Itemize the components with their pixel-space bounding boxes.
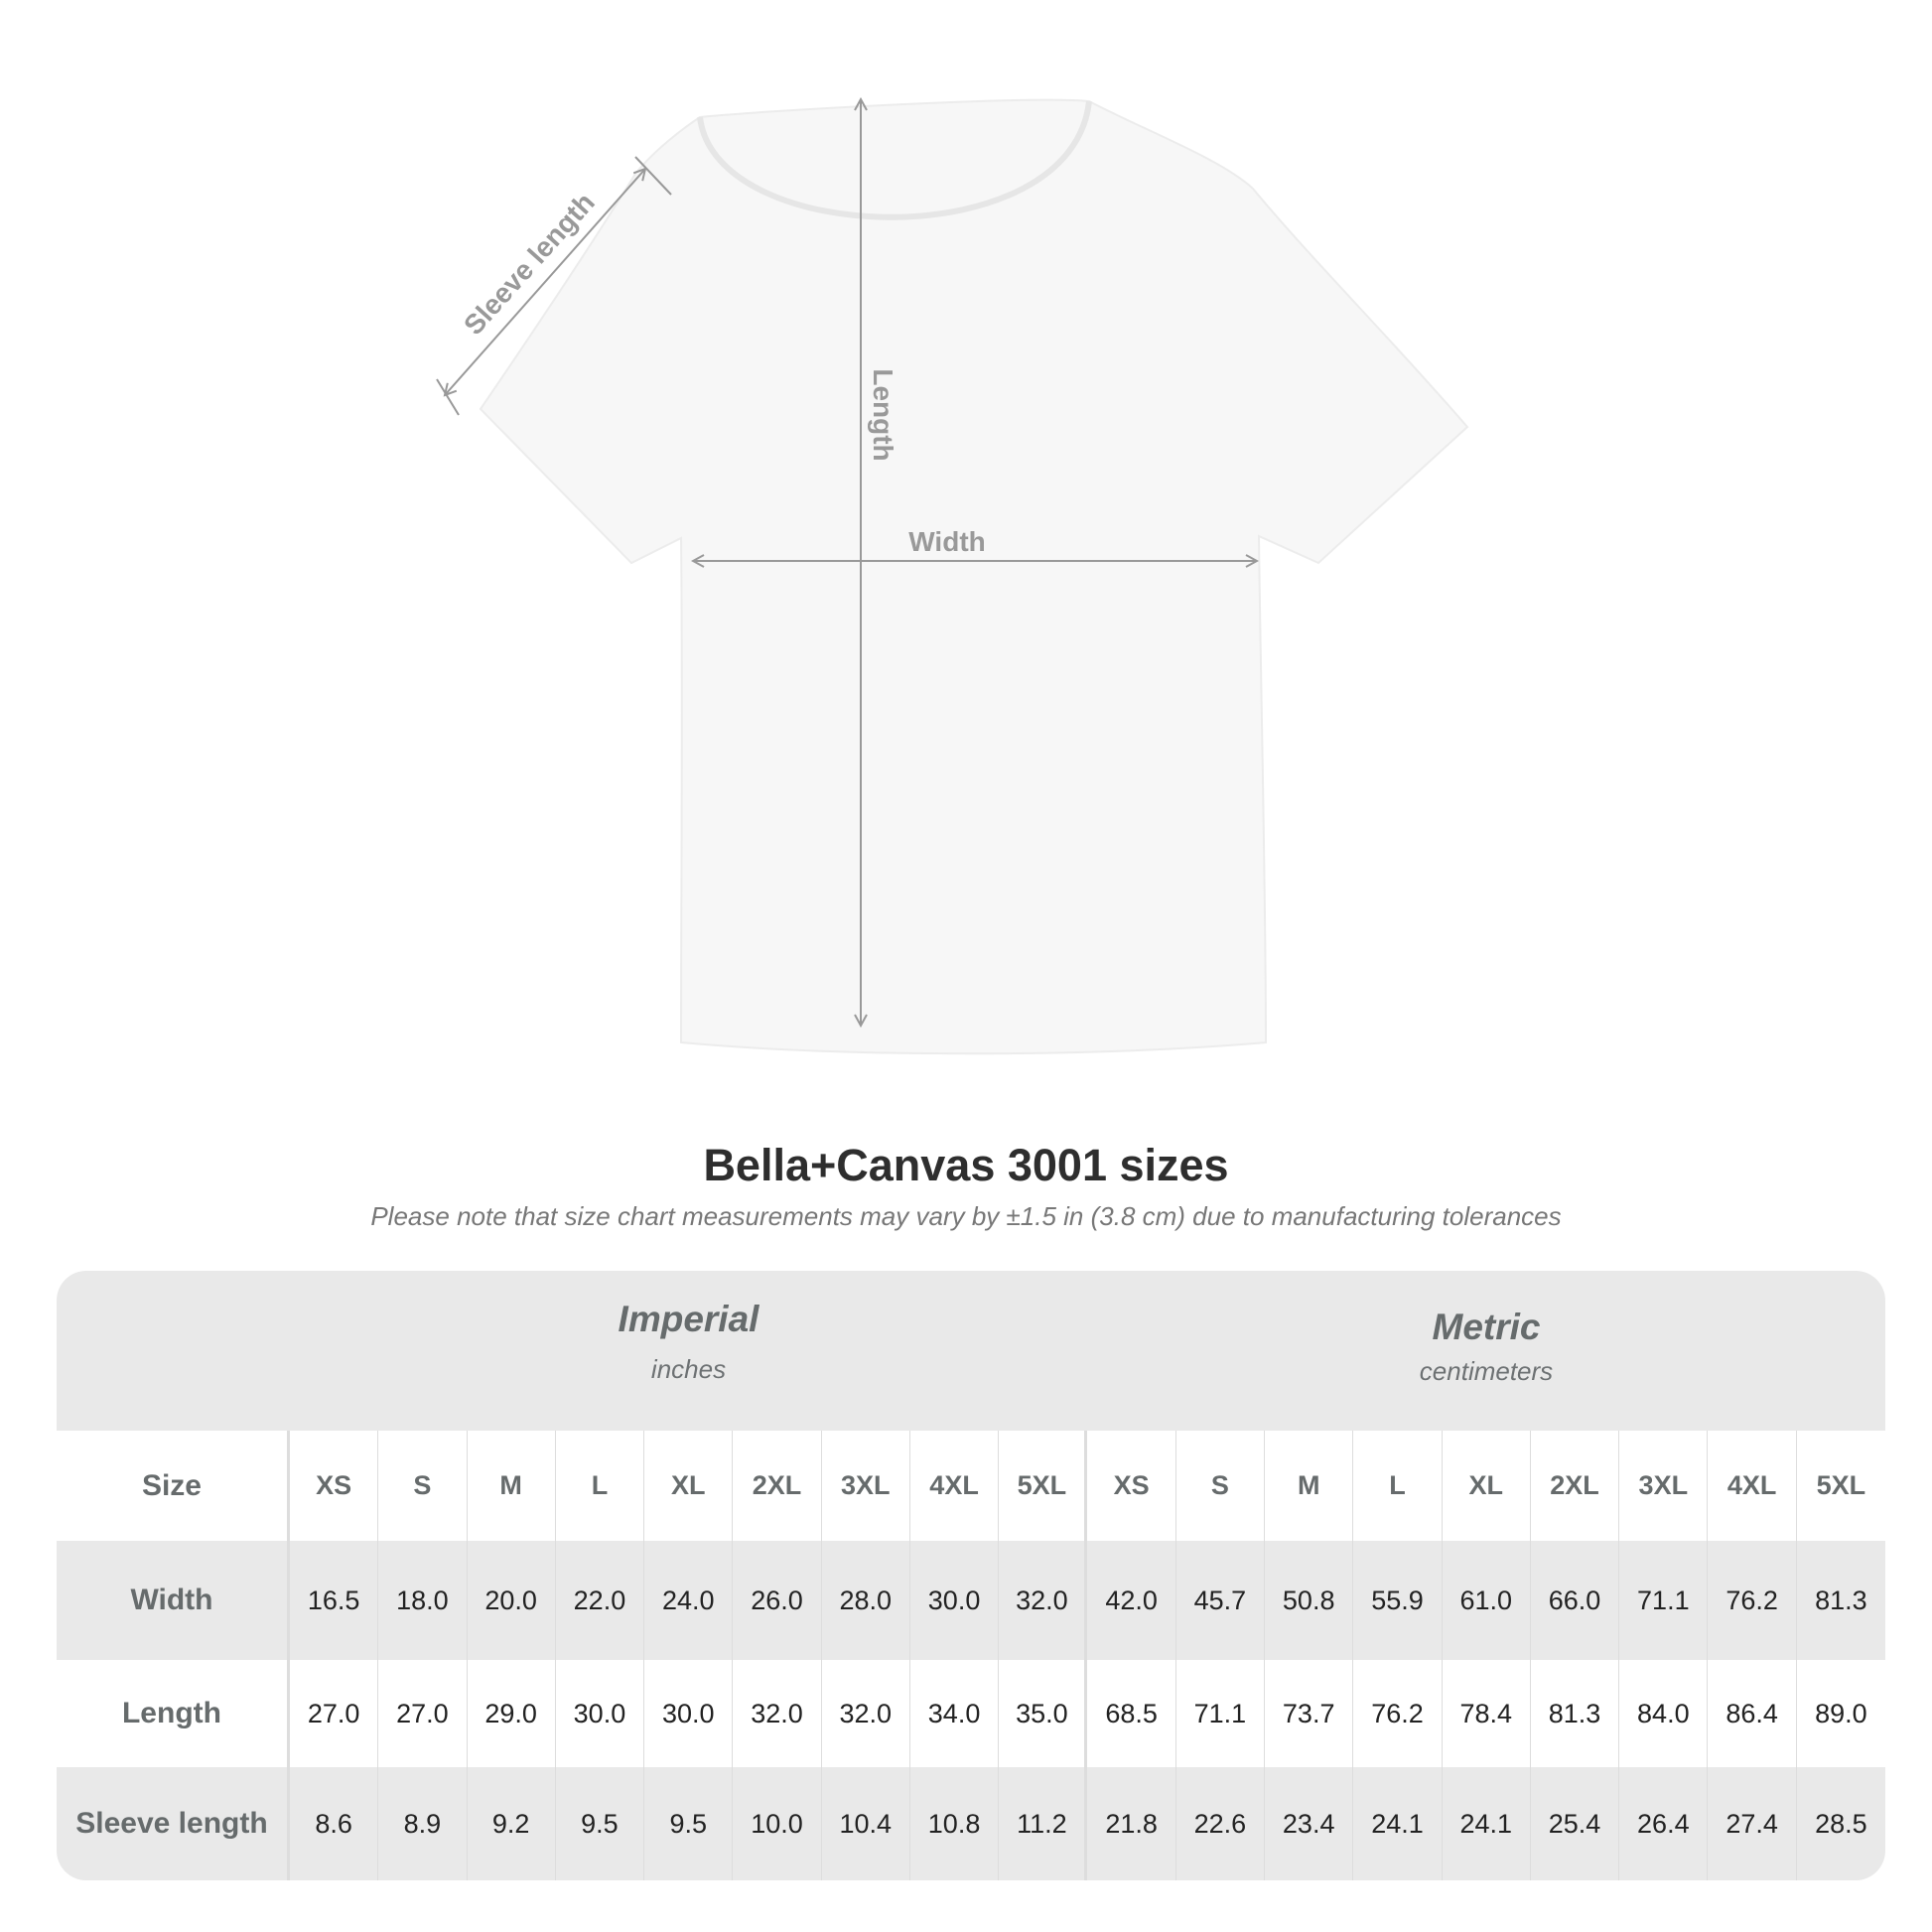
imperial-cell: 32.0 — [733, 1660, 822, 1767]
table-header-band: Imperial inches Metric centimeters — [57, 1271, 1885, 1431]
imperial-cell: 18.0 — [378, 1541, 468, 1660]
tshirt-collar — [697, 100, 1092, 220]
size-header-cell: L — [1353, 1431, 1443, 1541]
imperial-cell: 32.0 — [999, 1541, 1088, 1660]
metric-cell: 42.0 — [1087, 1541, 1176, 1660]
tshirt-shape — [479, 98, 1469, 1055]
row-label: Length — [57, 1660, 290, 1767]
imperial-cell: 27.0 — [378, 1660, 468, 1767]
metric-cell: 23.4 — [1265, 1767, 1354, 1880]
size-header-cell: M — [468, 1431, 556, 1541]
row-label: Sleeve length — [57, 1767, 290, 1880]
width-label: Width — [908, 526, 986, 557]
tshirt-diagram: Width Length Sleeve length — [436, 0, 1469, 1055]
metric-cell: 81.3 — [1815, 1585, 1867, 1615]
size-header-cell: M — [1265, 1431, 1354, 1541]
size-header-cell: XS — [290, 1431, 379, 1541]
metric-cell: 61.0 — [1443, 1541, 1531, 1660]
size-header-cell: S — [378, 1431, 468, 1541]
size-header-cell: XS — [1087, 1431, 1176, 1541]
size-header-cell: L — [556, 1431, 645, 1541]
size-header-cell: 3XL — [1619, 1431, 1709, 1541]
imperial-cell: 26.0 — [733, 1541, 822, 1660]
imperial-cell: 16.5 — [290, 1541, 379, 1660]
imperial-cell: 22.0 — [556, 1541, 645, 1660]
imperial-header: Imperial inches — [290, 1299, 1087, 1385]
size-header-cell: 5XL — [999, 1431, 1088, 1541]
metric-cell: 76.2 — [1708, 1541, 1797, 1660]
metric-cell: 50.8 — [1265, 1541, 1354, 1660]
metric-cell: 24.1 — [1443, 1767, 1531, 1880]
metric-header: Metric centimeters — [1087, 1307, 1885, 1387]
size-header-cell: 4XL — [910, 1431, 1000, 1541]
imperial-cell: 20.0 — [468, 1541, 556, 1660]
imperial-cell: 9.5 — [644, 1767, 734, 1880]
imperial-cell: 30.0 — [910, 1541, 1000, 1660]
metric-cell: 28.5 — [1815, 1808, 1867, 1839]
metric-cell: 45.7 — [1176, 1541, 1266, 1660]
metric-unit: centimeters — [1419, 1356, 1554, 1386]
size-header-cell: S — [1176, 1431, 1266, 1541]
metric-cell: 25.4 — [1531, 1767, 1620, 1880]
table-row: Width 16.5 18.0 20.0 22.0 24.0 26.0 28.0 30.0 32.… — [57, 1541, 1885, 1660]
metric-cell: 66.0 — [1531, 1541, 1620, 1660]
table-row: Sleeve length 8.6 8.9 9.2 9.5 9.5 10.0 10.4 10.8… — [57, 1767, 1885, 1880]
metric-cell: 22.6 — [1176, 1767, 1266, 1880]
imperial-cell: 28.0 — [822, 1541, 910, 1660]
size-header-cell: 4XL — [1708, 1431, 1797, 1541]
size-header-row: Size XS S M L XL 2XL 3XL 4XL 5XL XS S M L XL 2XL 3XL 4XL 5… — [57, 1431, 1885, 1541]
imperial-cell: 10.4 — [822, 1767, 910, 1880]
row-label: Width — [57, 1541, 290, 1660]
length-label: Length — [868, 368, 898, 461]
metric-cell: 86.4 — [1708, 1660, 1797, 1767]
metric-cell: 26.4 — [1619, 1767, 1709, 1880]
metric-cell: 27.4 — [1708, 1767, 1797, 1880]
metric-cell: 55.9 — [1353, 1541, 1443, 1660]
metric-cell: 71.1 — [1619, 1541, 1709, 1660]
imperial-cell: 29.0 — [468, 1660, 556, 1767]
size-header-cell: 2XL — [1531, 1431, 1620, 1541]
imperial-cell: 30.0 — [644, 1660, 734, 1767]
sleeve-measure-line — [445, 169, 645, 395]
imperial-cell: 8.6 — [290, 1767, 379, 1880]
metric-cell: 78.4 — [1443, 1660, 1531, 1767]
metric-cell: 71.1 — [1176, 1660, 1266, 1767]
size-header-cell: 2XL — [733, 1431, 822, 1541]
tolerance-note: Please note that size chart measurements… — [370, 1201, 1562, 1231]
size-header-cell: 5XL — [1816, 1470, 1866, 1500]
imperial-cell: 10.0 — [733, 1767, 822, 1880]
metric-cell: 76.2 — [1353, 1660, 1443, 1767]
imperial-unit: inches — [650, 1354, 727, 1384]
metric-cell: 73.7 — [1265, 1660, 1354, 1767]
table-row: Length 27.0 27.0 29.0 30.0 30.0 32.0 32.0 34.0 35… — [57, 1660, 1885, 1767]
imperial-cell: 35.0 — [999, 1660, 1088, 1767]
metric-cell: 24.1 — [1353, 1767, 1443, 1880]
page-title: Bella+Canvas 3001 sizes — [703, 1140, 1229, 1190]
imperial-cell: 8.9 — [378, 1767, 468, 1880]
metric-cell: 68.5 — [1087, 1660, 1176, 1767]
metric-cell: 89.0 — [1815, 1698, 1867, 1728]
metric-cell: 21.8 — [1087, 1767, 1176, 1880]
size-table: Imperial inches Metric centimeters Size X… — [57, 1271, 1885, 1880]
size-header-cell: 3XL — [822, 1431, 910, 1541]
metric-cell: 81.3 — [1531, 1660, 1620, 1767]
imperial-cell: 27.0 — [290, 1660, 379, 1767]
imperial-cell: 9.5 — [556, 1767, 645, 1880]
imperial-cell: 11.2 — [999, 1767, 1088, 1880]
imperial-cell: 9.2 — [468, 1767, 556, 1880]
imperial-cell: 10.8 — [910, 1767, 1000, 1880]
imperial-cell: 30.0 — [556, 1660, 645, 1767]
metric-title: Metric — [1432, 1307, 1541, 1347]
metric-cell: 84.0 — [1619, 1660, 1709, 1767]
imperial-cell: 34.0 — [910, 1660, 1000, 1767]
imperial-cell: 24.0 — [644, 1541, 734, 1660]
imperial-cell: 32.0 — [822, 1660, 910, 1767]
size-header-cell: XL — [644, 1431, 734, 1541]
imperial-title: Imperial — [618, 1299, 759, 1339]
size-header-cell: XL — [1443, 1431, 1531, 1541]
row-label: Size — [57, 1431, 290, 1541]
